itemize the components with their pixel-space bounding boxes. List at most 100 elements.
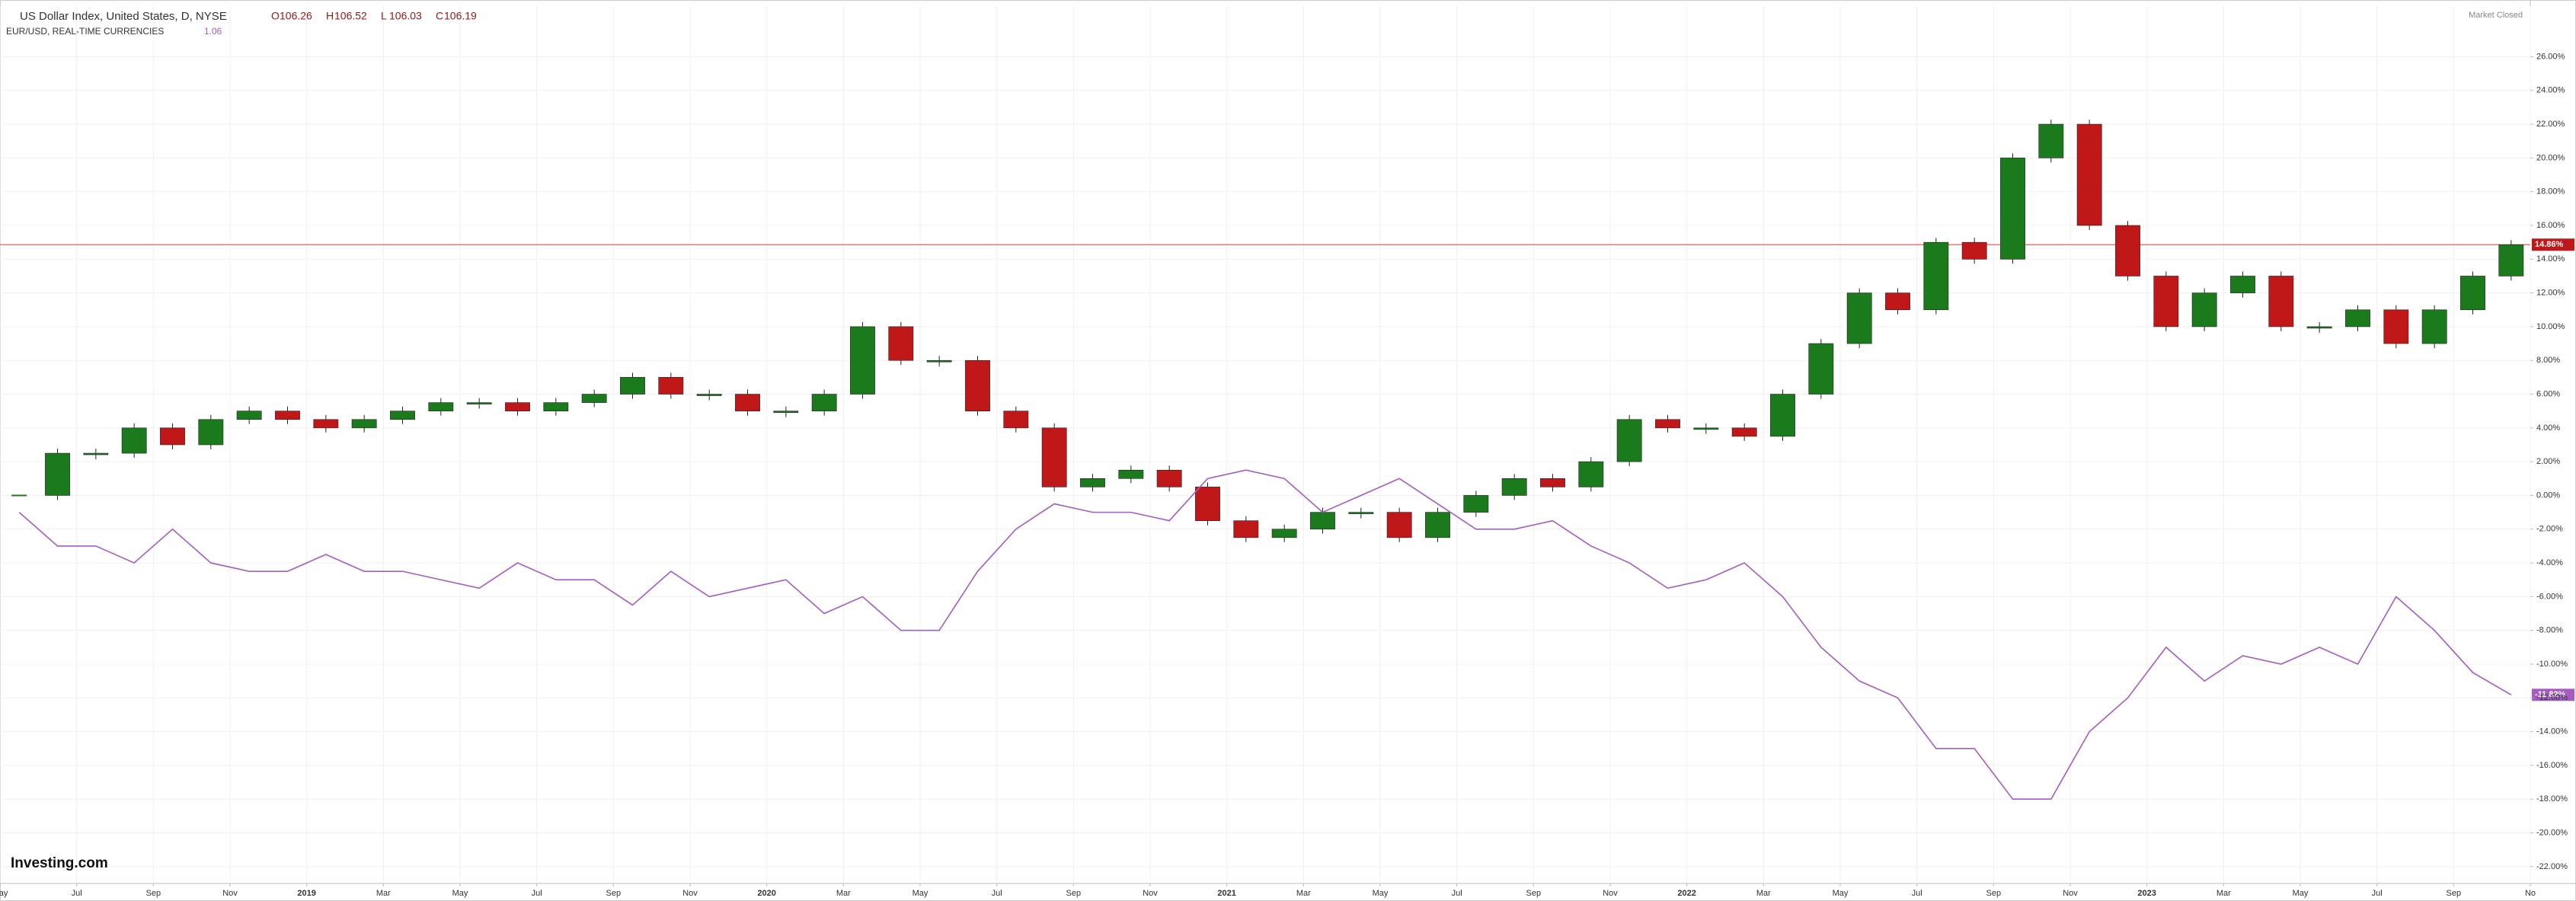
y-tick-label: 14.00% (2536, 254, 2565, 264)
candle (2230, 276, 2255, 293)
plot: 14.86% -11.82% (0, 120, 2574, 800)
x-tick-label: May (912, 889, 928, 898)
y-tick-label: -4.00% (2536, 558, 2563, 567)
candle (1348, 512, 1374, 514)
candle (735, 394, 760, 411)
x-tick-label: Sep (606, 889, 622, 898)
candle (1463, 495, 1489, 513)
candle (1693, 427, 1719, 430)
x-tick-label: Jul (992, 889, 1002, 898)
candle (2383, 309, 2409, 344)
x-tick-label: Mar (836, 889, 851, 898)
candle (1731, 427, 1757, 437)
ohlc-value: 106.03 (389, 10, 422, 22)
x-tick-label: Nov (1143, 889, 1158, 898)
x-tick-label: Nov (682, 889, 698, 898)
candle (1425, 512, 1450, 538)
candle (2191, 292, 2217, 327)
line-series (18, 469, 2512, 800)
candle (811, 394, 837, 411)
x-tick-label: Mar (1296, 889, 1311, 898)
y-tick-label: 24.00% (2536, 86, 2565, 95)
candle (1156, 469, 1182, 487)
x-tick-label: May (452, 889, 468, 898)
x-tick-label: Jul (72, 889, 82, 898)
candle (505, 402, 530, 411)
y-tick-label: 16.00% (2536, 221, 2565, 230)
candle (1540, 478, 1565, 487)
y-tick-label: 2.00% (2536, 457, 2560, 466)
chart-title: US Dollar Index, United States, D, NYSE (20, 10, 227, 23)
candle (2038, 123, 2064, 158)
y-tick-label: -8.00% (2536, 626, 2563, 635)
y-tick-label: 4.00% (2536, 423, 2560, 433)
candle (1386, 512, 1412, 538)
candle (1808, 343, 1834, 395)
candle (850, 326, 875, 395)
y-tick-label: 6.00% (2536, 389, 2560, 398)
x-tick-label: Nov (222, 889, 238, 898)
x-tick-label: No (2525, 889, 2536, 898)
compare-value: 1.06 (204, 26, 222, 37)
candle (1118, 469, 1144, 479)
market-status: Market Closed (2469, 11, 2523, 20)
ohlc-label: H (326, 10, 334, 22)
candle (390, 411, 415, 420)
x-tick-label: Jul (532, 889, 542, 898)
candle (926, 359, 952, 363)
x-tick-label: May (1373, 889, 1389, 898)
last-value-badge (2532, 689, 2574, 701)
candle (1310, 512, 1335, 530)
x-tick-label: May (2293, 889, 2309, 898)
candle (1770, 394, 1795, 437)
last-value-badge (2532, 238, 2574, 251)
candle (83, 452, 109, 455)
ohlc-label: L (381, 10, 387, 22)
ohlc-label: C (436, 10, 443, 22)
x-tick-label: Jul (1452, 889, 1462, 898)
x-tick-label: 2020 (757, 889, 775, 898)
last-value-label: -11.82% (2535, 690, 2566, 699)
x-tick-label: Mar (1756, 889, 1771, 898)
candle (2076, 123, 2102, 226)
x-tick-label: Nov (1603, 889, 1618, 898)
y-tick-label: -14.00% (2536, 727, 2568, 736)
y-tick-label: 8.00% (2536, 356, 2560, 365)
candle (1080, 478, 1105, 487)
candle (888, 326, 914, 361)
y-tick-label: -2.00% (2536, 525, 2563, 534)
candle (428, 402, 454, 411)
x-tick-label: May (1833, 889, 1849, 898)
y-tick-label: 22.00% (2536, 120, 2565, 129)
candle (2460, 276, 2485, 311)
x-tick-label: Jul (1912, 889, 1922, 898)
y-tick-label: -12.00% (2536, 693, 2568, 702)
y-tick-label: 20.00% (2536, 153, 2565, 162)
candle (198, 419, 224, 446)
candle (1195, 487, 1220, 521)
candle (2421, 309, 2447, 344)
y-tick-label: -10.00% (2536, 660, 2568, 669)
x-tick-label: Sep (2447, 889, 2462, 898)
candle (1885, 292, 1910, 311)
candle (965, 359, 990, 411)
y-tick-label: 26.00% (2536, 52, 2565, 61)
x-tick-label: Jul (2372, 889, 2383, 898)
candle (2115, 225, 2140, 276)
y-tick-label: -6.00% (2536, 592, 2563, 601)
x-tick-label: Mar (376, 889, 391, 898)
compare-title: EUR/USD, REAL-TIME CURRENCIES (6, 26, 164, 37)
ohlc-legend: O 106.26 H 106.52 L 106.03 C 106.19 (271, 10, 477, 22)
x-tick-label: Sep (1986, 889, 2002, 898)
ohlc-label: O (271, 10, 280, 22)
candle (45, 452, 70, 496)
candle (2000, 158, 2025, 260)
candle (1003, 411, 1029, 429)
candle (1233, 520, 1259, 538)
candle (1501, 478, 1527, 496)
candle (773, 411, 799, 413)
candle (351, 419, 377, 429)
candle (236, 411, 262, 420)
candle (121, 427, 147, 454)
